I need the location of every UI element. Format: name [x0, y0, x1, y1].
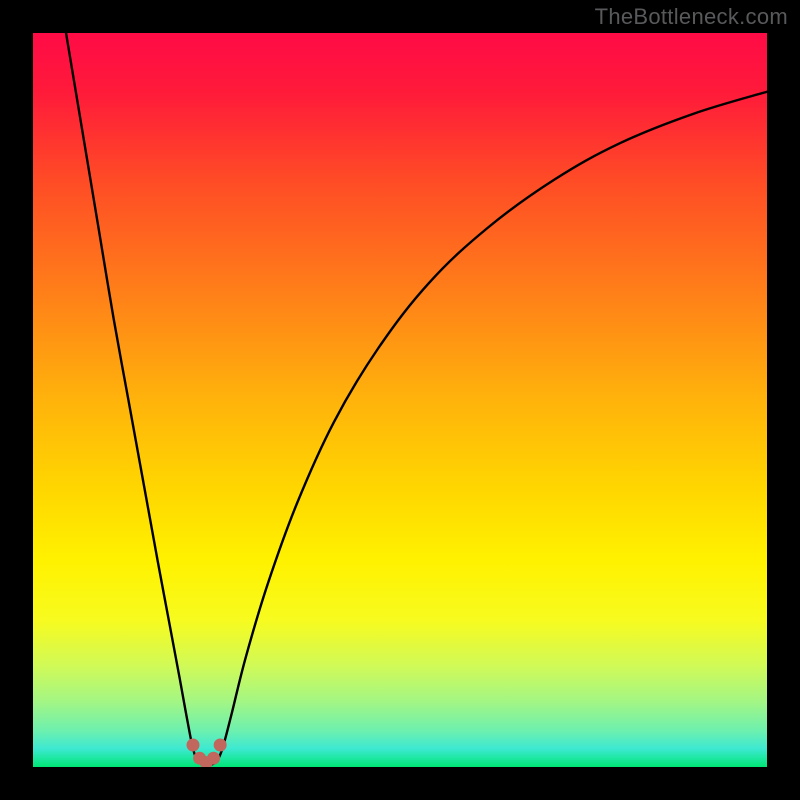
watermark-text: TheBottleneck.com: [595, 4, 788, 30]
chart-plot-area: [33, 33, 767, 767]
chart-background: [33, 33, 767, 767]
marker-dot: [187, 738, 200, 751]
stage: TheBottleneck.com: [0, 0, 800, 800]
marker-dot: [214, 738, 227, 751]
chart-svg: [33, 33, 767, 767]
marker-dot: [207, 752, 220, 765]
